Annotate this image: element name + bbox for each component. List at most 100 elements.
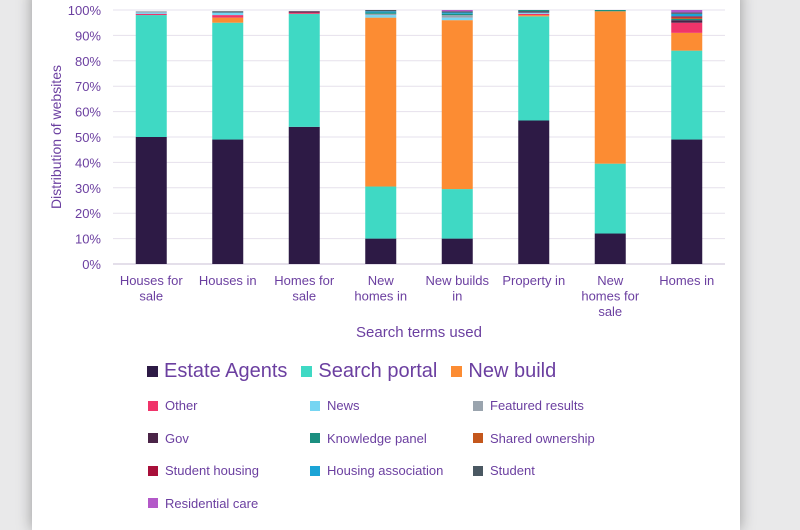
bar-segment-new-build [594, 11, 626, 164]
y-tick-label: 80% [75, 54, 101, 69]
legend-label: Gov [165, 430, 189, 446]
bar-segment-search-portal [288, 13, 320, 127]
bar-segment-knowledge-panel [518, 10, 550, 12]
legend-item: Housing association [310, 463, 443, 478]
y-tick-label: 20% [75, 206, 101, 221]
legend-item: Search portal [301, 360, 437, 383]
legend-item: Knowledge panel [310, 431, 427, 446]
bar-segment-other [288, 12, 320, 14]
legend-label: Residential care [165, 495, 259, 511]
x-tick-label: homes in [354, 289, 407, 304]
bar-segment-estate-agents [365, 238, 397, 264]
bar-segment-knowledge-panel [365, 12, 397, 14]
legend-item: Gov [148, 431, 189, 446]
legend-swatch [148, 433, 158, 443]
x-tick-label: Property in [502, 273, 565, 288]
bar-segment-student [441, 11, 473, 13]
bar-segment-other [518, 13, 550, 16]
bar-segment-new-build [518, 15, 550, 17]
bar-segment-estate-agents [135, 137, 167, 264]
legend-swatch [310, 433, 320, 443]
legend-swatch [148, 465, 158, 476]
y-tick-label: 40% [75, 155, 101, 170]
legend-item: Estate Agents [147, 360, 287, 383]
gridlines [113, 9, 725, 265]
bar-segment-search-portal [441, 189, 473, 239]
bar-segment-housing-association [671, 13, 703, 17]
stacked-bar-chart: 0% 10% 20% 30% 40% 50% 60% 70% 80% 90% 100% Houses… [48, 3, 725, 341]
primary-legend: Estate Agents Search portal New build [147, 360, 556, 383]
bar-segment-search-portal [594, 163, 626, 234]
bar-segment-featured-results [365, 13, 397, 16]
bar-segment-housing-association [441, 12, 473, 14]
legend-item: Other [148, 398, 198, 413]
legend-label: Knowledge panel [327, 430, 427, 446]
legend-label: Student housing [165, 463, 259, 478]
x-tick-label: sale [139, 289, 163, 304]
x-tick-label: Homes in [659, 273, 714, 288]
x-tick-label: New [368, 273, 395, 288]
legend-item: Student housing [148, 463, 259, 478]
bar-segment-search-portal [365, 186, 397, 239]
bar-segment-new-build [212, 17, 244, 23]
legend-item: Shared ownership [473, 431, 595, 446]
legend-label: Featured results [490, 398, 584, 413]
legend-label: Other [165, 398, 198, 413]
bar-segment-news [135, 12, 167, 14]
y-tick-label: 70% [75, 79, 101, 94]
bar-segment-shared-ownership [671, 17, 703, 19]
legend-swatch [301, 366, 313, 377]
y-axis-ticks: 0% 10% 20% 30% 40% 50% 60% 70% 80% 90% 100% [68, 3, 102, 272]
legend-swatch [310, 400, 320, 411]
legend-swatch [310, 465, 320, 476]
x-tick-label: in [452, 289, 462, 304]
bar-segment-knowledge-panel [671, 18, 703, 21]
legend-label: Search portal [318, 360, 438, 382]
bar-segment-residential-care [671, 10, 703, 13]
bar-segment-new-build [365, 17, 397, 187]
bar-segment-news [365, 15, 397, 18]
bar-segment-search-portal [135, 15, 167, 137]
y-tick-label: 100% [68, 3, 102, 18]
bar-segment-student [671, 12, 703, 14]
x-tick-label: Houses in [199, 273, 257, 288]
bar-segment-search-portal [212, 22, 244, 140]
bar-segment-gov [518, 11, 550, 13]
bar-segment-student [365, 10, 397, 12]
legend-item: Student [473, 463, 535, 478]
legend-swatch [148, 400, 158, 411]
legend-swatch [473, 400, 483, 411]
bar-segment-estate-agents [441, 238, 473, 264]
legend-swatch [451, 366, 463, 377]
legend-label: Estate Agents [164, 360, 288, 382]
y-tick-label: 0% [82, 257, 101, 272]
bar-segment-knowledge-panel [594, 10, 626, 12]
bar-segment-news [441, 17, 473, 21]
x-tick-label: sale [598, 304, 622, 319]
bar-segment-gov [671, 20, 703, 23]
bar-segment-other [135, 13, 167, 16]
bar-segment-estate-agents [212, 139, 244, 264]
bar-segment-new-build [671, 32, 703, 51]
bar-segment-other [671, 22, 703, 33]
x-tick-label: New builds [425, 273, 489, 288]
bar-segment-estate-agents [288, 126, 320, 264]
y-tick-label: 10% [75, 232, 101, 247]
bar-segment-search-portal [671, 50, 703, 140]
bar-segment-estate-agents [671, 139, 703, 264]
legend-item: Featured results [473, 398, 584, 413]
legend-label: Student [490, 463, 535, 478]
legend-swatch [473, 465, 483, 476]
bar-segment-search-portal [518, 16, 550, 121]
bar-segment-other [212, 15, 244, 18]
legend-label: New build [468, 360, 557, 382]
legend-swatch [147, 366, 158, 377]
bar-segment-housing-association [365, 11, 397, 13]
bar-segment-featured-results [135, 11, 167, 13]
y-tick-label: 50% [75, 130, 101, 145]
bar-segment-estate-agents [518, 120, 550, 265]
bars [135, 10, 703, 265]
legend-label: Shared ownership [490, 430, 595, 446]
legend-item: News [310, 398, 360, 413]
legend-item: New build [451, 360, 556, 383]
